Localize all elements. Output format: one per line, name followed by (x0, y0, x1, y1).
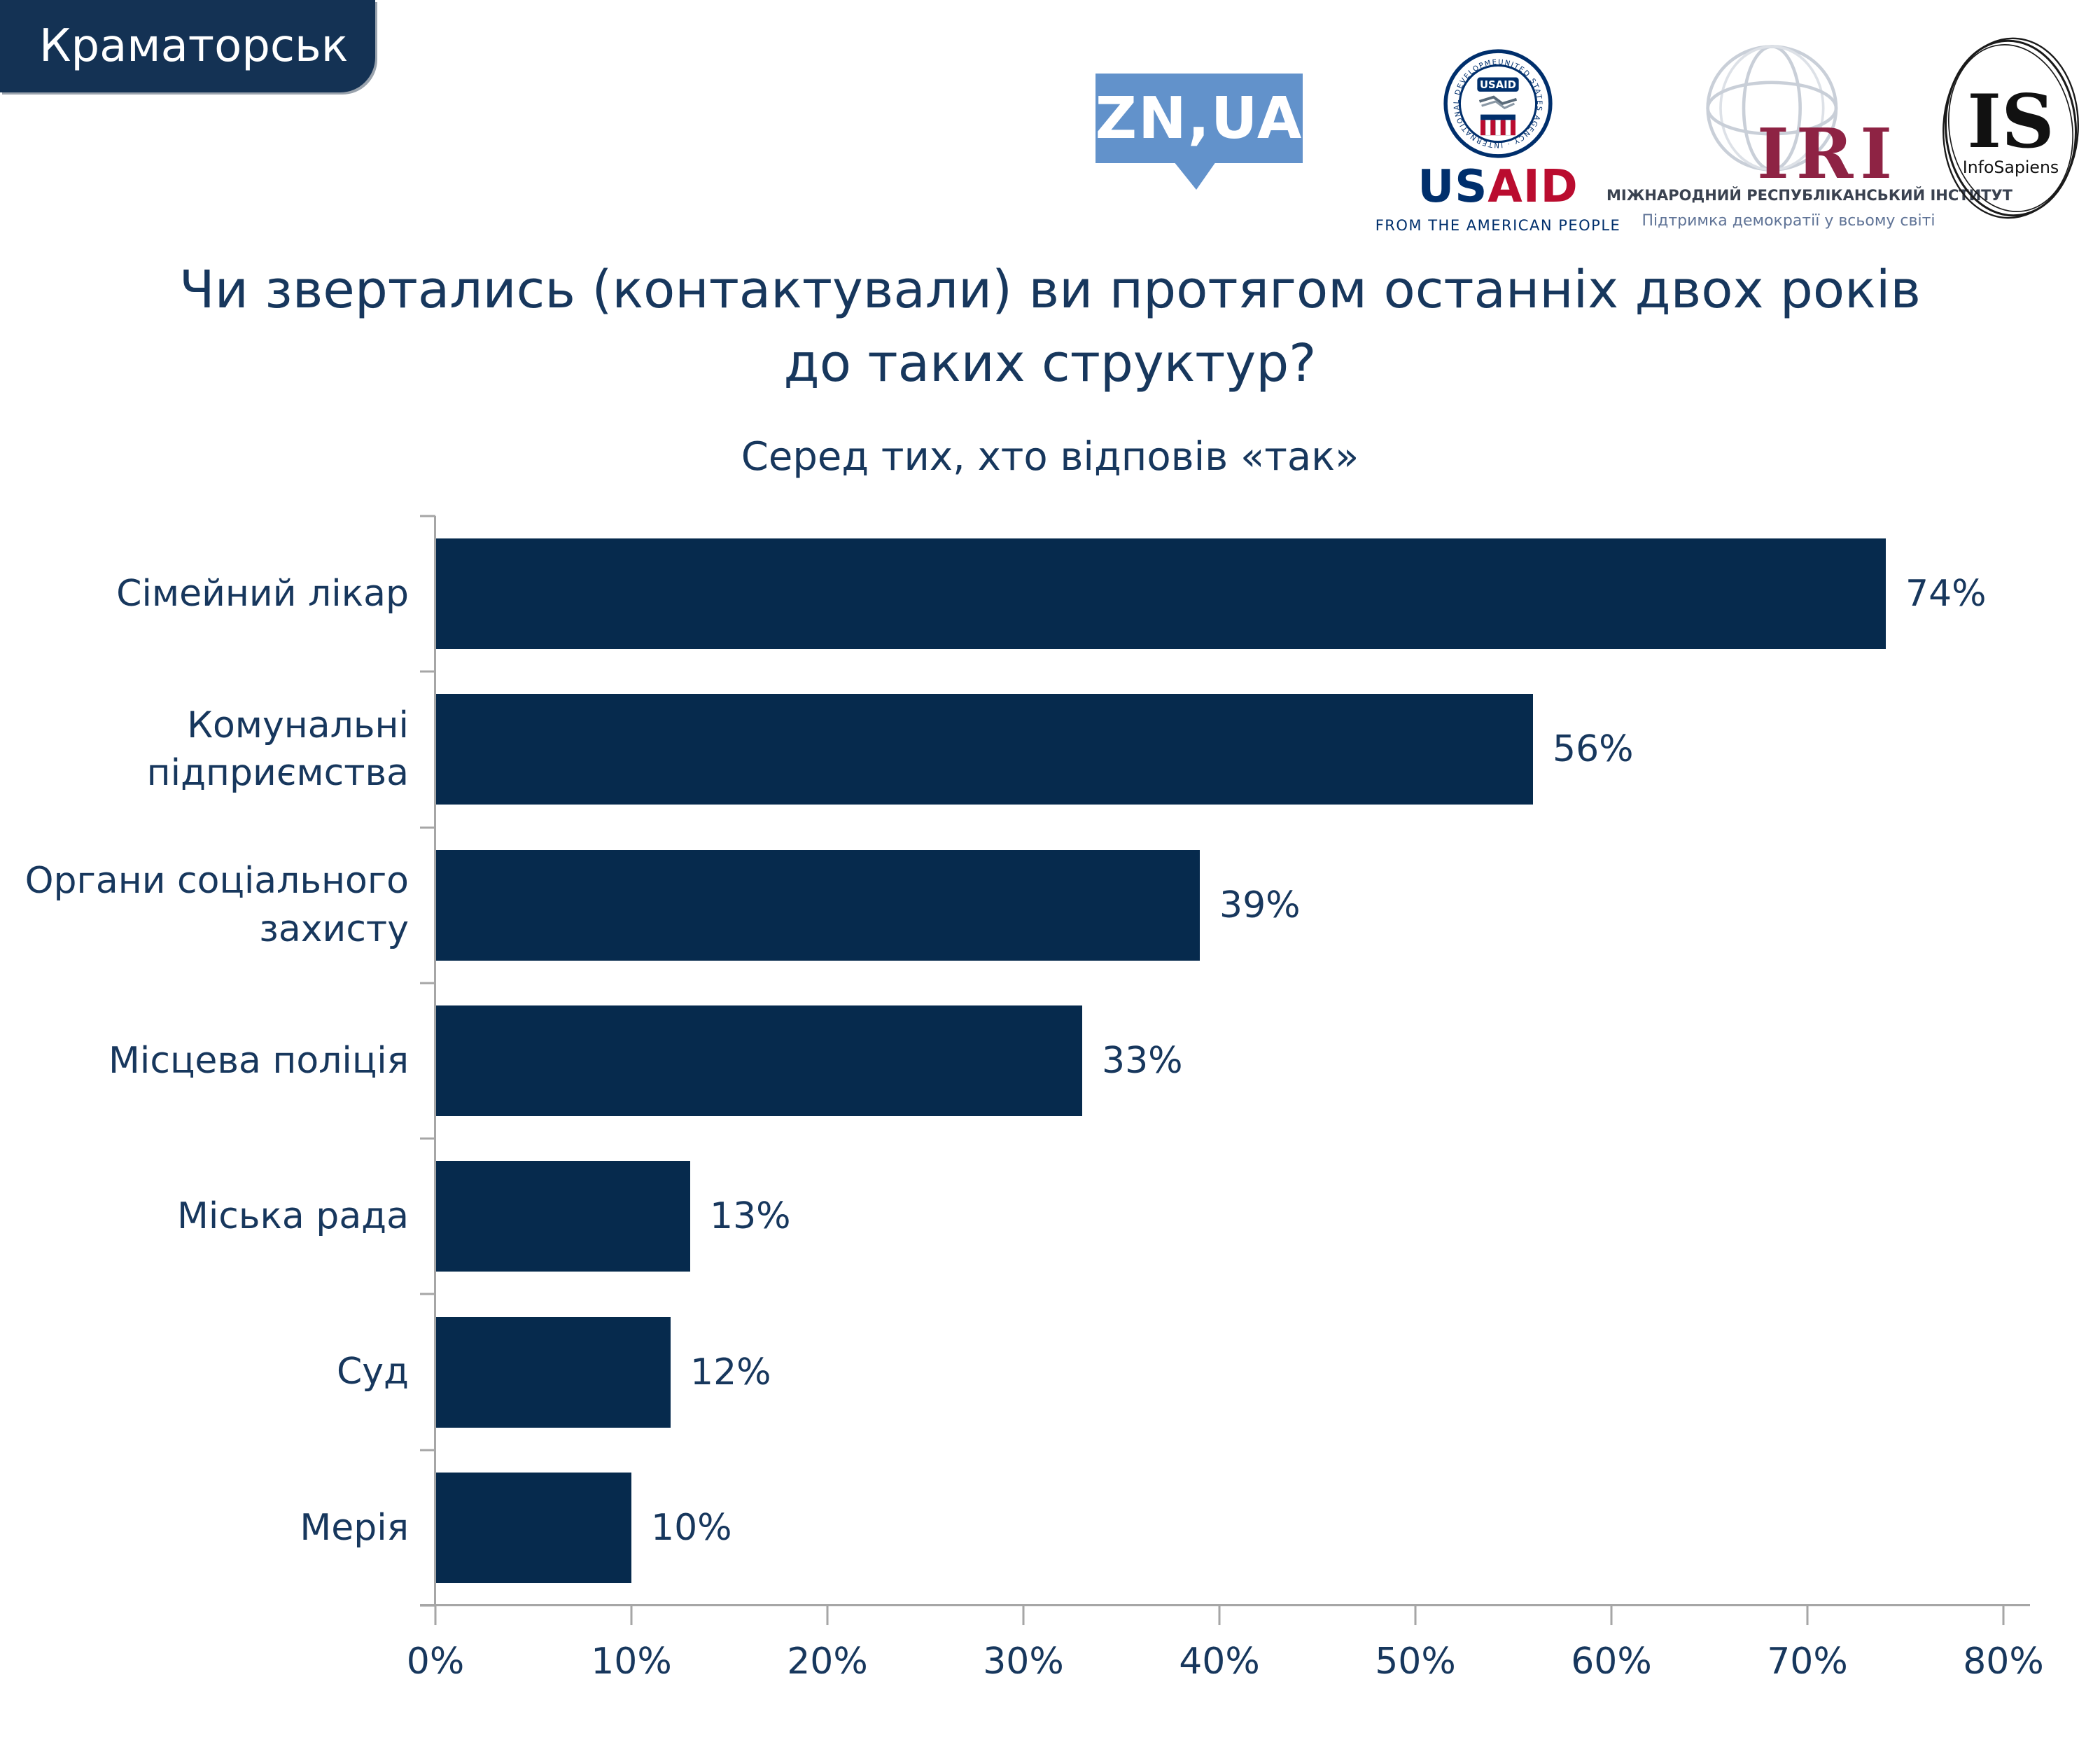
x-axis-tick-label: 70% (1767, 1641, 1848, 1683)
iri-acronym: IRI (1757, 114, 1900, 195)
iri-logo: IRI МІЖНАРОДНИЙ РЕСПУБЛІКАНСЬКИЙ ІНСТИТУ… (1606, 39, 2012, 242)
x-axis-tick (1806, 1604, 1809, 1625)
bar-row: 33% (435, 983, 2003, 1139)
x-axis-tick-label: 60% (1571, 1641, 1652, 1683)
category-label: Сімейний лікар (116, 572, 409, 615)
usaid-wordmark-aid: AID (1488, 161, 1578, 213)
y-axis-tick (420, 1449, 435, 1452)
category-label: Міська рада (176, 1195, 409, 1237)
x-axis-tick-label: 50% (1375, 1641, 1456, 1683)
bars-area: 74% 56% 39% 33% 13% 12% 10% (435, 516, 2003, 1606)
bar-value-label: 56% (1553, 728, 1634, 771)
bar-value-label: 13% (710, 1195, 791, 1238)
usaid-wordmark: USAID (1418, 161, 1578, 213)
bar-row: 12% (435, 1294, 2003, 1449)
y-axis-tick (420, 1293, 435, 1295)
x-axis-tick (2002, 1604, 2005, 1625)
chart-subtitle: Серед тих, хто відповів «так» (741, 434, 1359, 480)
znua-logo-speech-tail-icon (1174, 162, 1216, 190)
bar (435, 1316, 671, 1428)
category-label: Комунальні підприємства (146, 704, 409, 795)
x-axis-tick (1414, 1604, 1417, 1625)
bar (435, 538, 1886, 650)
category-label: Місцева поліція (108, 1039, 409, 1082)
city-badge-label: Краматорськ (39, 20, 349, 72)
bar-row: 13% (435, 1139, 2003, 1294)
x-axis-line (420, 1604, 2030, 1606)
znua-logo-text: ZN,UA (1095, 85, 1303, 152)
y-axis-tick (420, 1604, 435, 1607)
y-axis-tick (420, 670, 435, 673)
iri-name-line: МІЖНАРОДНИЙ РЕСПУБЛІКАНСЬКИЙ ІНСТИТУТ (1606, 187, 2012, 204)
x-axis-tick-label: 40% (1179, 1641, 1260, 1683)
x-axis-ticks: 0% 10% 20% 30% 40% 50% 60% 70% 80% (407, 1604, 2044, 1716)
usaid-logo: UNITED STATES AGENCY · INTERNATIONAL DEV… (1376, 49, 1620, 234)
usaid-seal-icon: UNITED STATES AGENCY · INTERNATIONAL DEV… (1443, 49, 1553, 158)
infosapiens-name: InfoSapiens (1963, 158, 2059, 177)
usaid-seal-plaque-text: USAID (1480, 79, 1516, 91)
bar-row: 39% (435, 828, 2003, 983)
bar-row: 74% (435, 516, 2003, 671)
iri-slogan-line: Підтримка демократії у всьому світі (1642, 212, 1935, 230)
category-label: Органи соціального захисту (24, 860, 409, 950)
y-axis-tick (420, 982, 435, 984)
category-label: Суд (336, 1351, 409, 1393)
bar-value-label: 39% (1219, 884, 1301, 926)
x-axis-tick-label: 10% (591, 1641, 672, 1683)
category-label: Мерія (300, 1506, 409, 1549)
usaid-wordmark-us: US (1418, 161, 1488, 213)
usaid-tagline: FROM THE AMERICAN PEOPLE (1375, 217, 1621, 234)
iri-globe-icon (1706, 45, 1838, 172)
x-axis-tick (434, 1604, 437, 1625)
znua-logo: ZN,UA (1096, 74, 1303, 163)
bar (435, 849, 1200, 961)
x-axis-tick-label: 20% (787, 1641, 868, 1683)
x-axis-tick (826, 1604, 829, 1625)
infosapiens-acronym: IS (1967, 78, 2054, 165)
x-axis-tick (1610, 1604, 1613, 1625)
bar-value-label: 33% (1102, 1039, 1183, 1082)
bar-value-label: 12% (690, 1351, 771, 1393)
x-axis-tick (1218, 1604, 1221, 1625)
x-axis-tick-label: 80% (1963, 1641, 2044, 1683)
x-axis-tick-label: 0% (406, 1641, 465, 1683)
x-axis-tick-label: 30% (983, 1641, 1064, 1683)
y-axis-tick (420, 515, 435, 517)
bar-value-label: 74% (1905, 573, 1987, 615)
bar (435, 1161, 690, 1272)
city-badge: Краматорськ (0, 0, 375, 92)
y-axis-tick (420, 826, 435, 829)
x-axis-tick (630, 1604, 633, 1625)
y-axis-tick (420, 1137, 435, 1140)
bar (435, 1472, 631, 1583)
bar (435, 1005, 1082, 1116)
bar-row: 10% (435, 1450, 2003, 1606)
chart-title: Чи звертались (контактували) ви протягом… (179, 260, 1921, 394)
bar-value-label: 10% (651, 1506, 732, 1549)
bar-row: 56% (435, 671, 2003, 827)
x-axis-tick (1022, 1604, 1025, 1625)
y-axis-line (434, 516, 436, 1606)
bar (435, 694, 1533, 805)
category-labels: Сімейний лікар Комунальні підприємства Орг… (0, 516, 409, 1606)
infosapiens-logo: IS InfoSapiens (1942, 37, 2079, 219)
